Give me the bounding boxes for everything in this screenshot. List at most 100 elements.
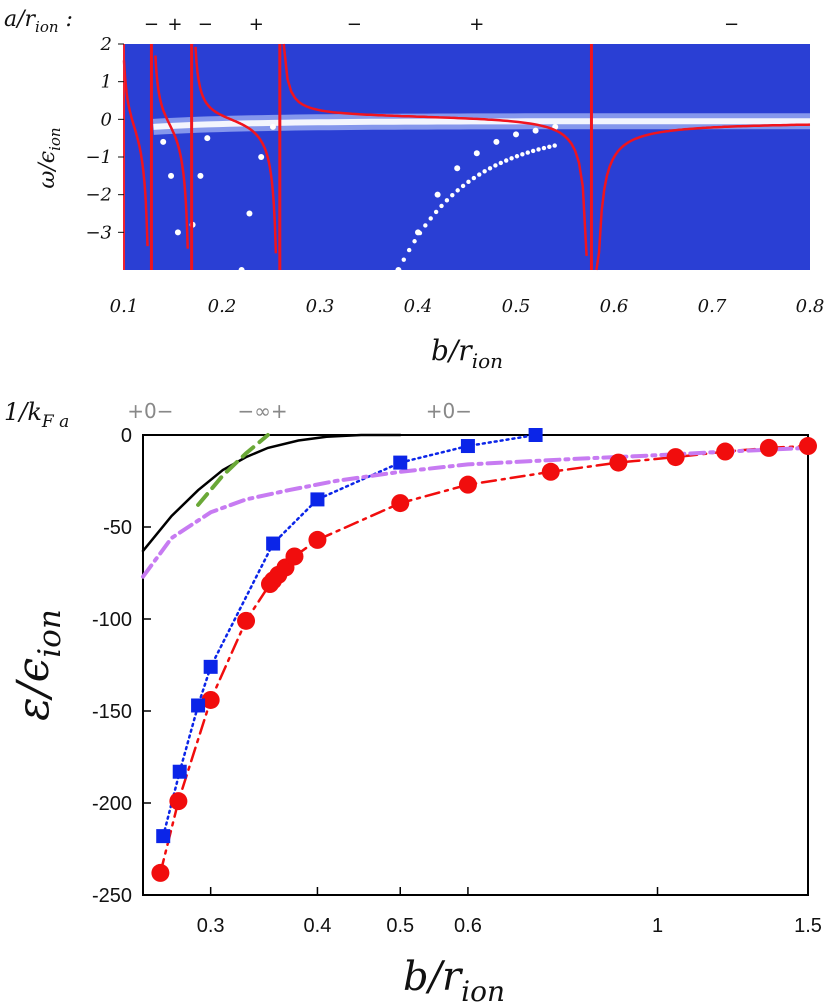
sign-marker: + [249,14,264,35]
white-dot [401,257,406,262]
white-dot [444,198,450,203]
red-circles-point [609,453,628,472]
bottom-x-ticks: 0.3 0.4 0.5 0.6 1 1.5 [197,887,822,937]
white-dot [509,156,514,161]
bottom-y-axis-label: ε/ϵion [8,609,68,721]
red-circles-point [716,442,735,461]
bottom-series [141,428,817,882]
white-dot [487,166,493,171]
bottom-axes-frame [142,434,809,896]
y-tick-label: 0 [101,109,112,130]
white-dot [160,138,167,145]
sign-marker: − [198,14,213,35]
white-dot [552,143,557,148]
y-tick-label: -250 [92,885,132,907]
white-dot [434,191,441,198]
white-dot [455,188,460,193]
x-tick-label: 1 [652,915,663,937]
white-dot [423,223,428,228]
top-y-ticks: 2 1 0 −1 −2 −3 [85,34,124,243]
y-tick-label: -200 [92,793,132,815]
white-dot [513,131,519,138]
white-dot [406,247,412,253]
white-dot [197,172,204,179]
top-panel: a/rion : − + − + − + − 210−1−2−3 0.1 0.2 0.3 0.4 0… [4,7,824,373]
heatmap-background [124,44,810,270]
red-circles-point [391,494,410,513]
x-tick-label: 0.1 [110,296,139,317]
white-dot [477,172,482,177]
sign-markers: − + − + − + − [144,14,739,35]
x-tick-label: 0.5 [502,296,531,317]
red-circles-point [541,462,560,481]
green-dashed-line [196,433,270,507]
top-axis-label: a/rion : [4,7,73,36]
red-circles-point [666,448,685,467]
bottom-panel: 0 -50 -100 -150 -200 -250 0.3 0.4 0.5 0.6 1 1.5 1/… [4,398,822,1003]
white-dot [471,175,477,181]
red-circles-point [285,547,304,566]
x-tick-label: 0.3 [306,296,335,317]
bottom-y-ticks: 0 -50 -100 -150 -200 -250 [92,425,151,907]
white-dot [482,169,487,174]
y-tick-label: -50 [103,517,132,539]
white-dot [258,154,265,160]
white-dot [412,239,417,244]
red-circles-point [201,690,220,709]
y-tick-label: −3 [85,222,112,243]
white-dot [493,163,498,168]
red-branch [194,46,278,254]
bottom-top-axis-label: 1/kF a [4,398,69,432]
white-dot [428,216,433,221]
white-dots-series [160,123,559,273]
x-tick-label: 0.7 [698,296,727,317]
blue-squares-point [191,698,206,713]
white-dot [454,165,461,172]
top-marker: −∞+ [237,399,287,423]
white-dot [460,183,466,189]
red-circles-point [151,863,170,882]
white-dot [493,138,500,145]
blue-squares-point [460,439,475,454]
red-circles-line [159,444,810,875]
x-tick-label: 0.6 [454,915,482,937]
blue-squares-line [161,433,537,838]
white-dot [174,229,181,236]
top-y-axis-label: ω/ϵion [35,127,64,188]
red-circles-point [799,437,817,456]
y-tick-label: −1 [85,147,112,168]
white-dot [532,127,539,134]
white-dot [498,160,504,166]
red-branch [595,123,811,271]
red-circles-point [759,438,778,457]
red-circles-point [169,792,188,811]
white-dot [504,158,509,163]
black-solid-line [141,433,402,553]
white-dot [439,203,444,209]
sign-marker: − [347,14,362,35]
white-dot [168,172,175,179]
white-dot [520,152,525,157]
x-tick-label: 0.5 [386,915,414,937]
x-tick-label: 0.4 [304,915,332,937]
x-tick-label: 0.4 [404,296,433,317]
blue-squares-point [310,492,325,507]
white-dot [525,150,530,155]
white-dot [530,148,536,154]
sign-marker: + [167,14,182,35]
white-dot [547,144,552,149]
white-dot [238,267,245,273]
y-tick-label: 1 [101,72,112,93]
white-dot [417,230,423,236]
blue-squares-point [528,428,543,442]
white-dot [473,150,480,157]
white-dot [514,154,520,159]
y-tick-label: 2 [100,34,112,55]
red-circles-point [308,530,327,549]
blue-squares-point [203,659,218,674]
sign-marker: − [724,14,739,35]
top-marker: +0− [127,399,173,423]
sign-marker: − [144,14,159,35]
y-tick-label: -150 [92,701,132,723]
